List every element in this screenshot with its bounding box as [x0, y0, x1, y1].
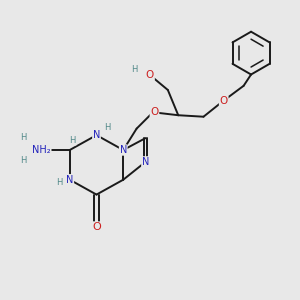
Text: N: N — [120, 145, 127, 155]
Text: O: O — [92, 222, 101, 232]
Text: H: H — [104, 123, 110, 132]
Text: N: N — [66, 175, 74, 185]
Text: H: H — [20, 156, 26, 165]
Text: H: H — [20, 133, 26, 142]
Text: O: O — [146, 70, 154, 80]
Text: O: O — [150, 107, 159, 117]
Text: N: N — [93, 130, 100, 140]
Text: O: O — [220, 96, 228, 106]
Text: H: H — [70, 136, 76, 145]
Text: N: N — [142, 157, 149, 167]
Text: NH₂: NH₂ — [32, 145, 51, 155]
Text: H: H — [131, 65, 138, 74]
Text: H: H — [56, 178, 62, 187]
